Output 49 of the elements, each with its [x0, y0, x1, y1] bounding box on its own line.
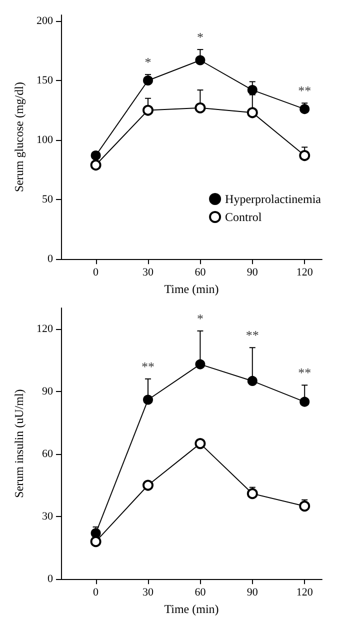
x-tick-label: 0	[93, 266, 100, 279]
annotation: **	[142, 358, 154, 374]
point	[90, 160, 102, 171]
point	[299, 150, 310, 162]
point	[142, 104, 154, 116]
x-tick-label: 60	[194, 266, 206, 279]
y-axis-title: Serum glucose (mg/dl)	[12, 82, 26, 192]
x-axis-title: Time (min)	[164, 282, 219, 296]
point	[300, 396, 310, 407]
point	[90, 150, 101, 161]
point	[195, 359, 206, 370]
y-tick-label: 60	[42, 448, 54, 460]
x-tick-label: 0	[93, 586, 100, 599]
x-tick-label: 60	[194, 586, 206, 599]
y-tick-label: 50	[42, 194, 54, 206]
annotation: *	[196, 30, 204, 45]
x-tick-label: 120	[296, 266, 314, 279]
annotation: **	[246, 328, 259, 343]
legend-label: Hyperprolactinemia	[225, 192, 322, 206]
point	[247, 376, 258, 386]
y-tick-label: 0	[48, 253, 54, 266]
x-tick-label: 90	[246, 586, 258, 599]
x-tick-label: 30	[142, 266, 154, 279]
annotation: *	[144, 54, 152, 70]
y-tick-label: 90	[42, 385, 54, 398]
x-tick-label: 90	[246, 266, 258, 279]
y-axis-title: Serum insulin (uU/ml)	[12, 389, 26, 498]
x-tick-label: 120	[296, 586, 314, 599]
annotation: *	[196, 310, 204, 326]
legend-label: Control	[225, 210, 262, 224]
point	[195, 55, 206, 66]
annotation: **	[298, 83, 312, 98]
point	[194, 438, 206, 450]
point	[246, 107, 258, 118]
point	[246, 488, 258, 500]
y-tick-label: 120	[36, 322, 54, 335]
point	[194, 102, 206, 114]
point	[143, 394, 153, 405]
x-tick-label: 30	[142, 586, 154, 599]
y-tick-label: 30	[42, 510, 54, 523]
x-axis-title: Time (min)	[164, 602, 219, 616]
y-tick-label: 0	[48, 573, 54, 586]
y-tick-label: 100	[36, 134, 54, 146]
y-tick-label: 150	[36, 74, 54, 86]
y-tick-label: 200	[36, 14, 54, 27]
annotation: **	[298, 365, 312, 380]
point	[90, 536, 102, 548]
point	[142, 480, 154, 491]
point	[143, 75, 153, 86]
